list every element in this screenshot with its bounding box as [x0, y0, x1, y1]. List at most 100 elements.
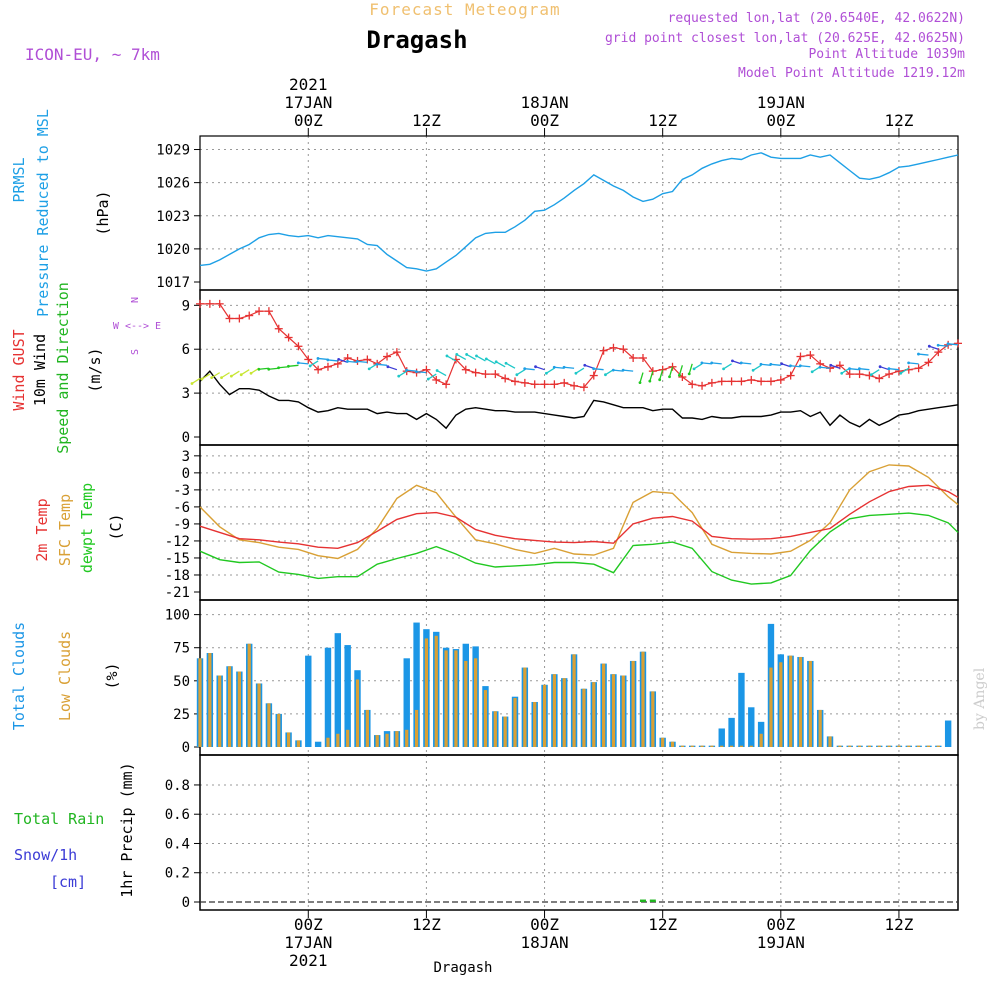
wind-direction-arrow — [830, 364, 841, 369]
wind-direction-arrow — [427, 373, 437, 380]
low-clouds-bar — [405, 729, 409, 747]
low-clouds-bar — [523, 667, 527, 747]
y-tick-label: 3 — [182, 449, 190, 465]
wind-direction-arrowhead — [277, 366, 280, 370]
x-tick-label-top: 00Z — [294, 111, 323, 130]
temp-2m-line — [199, 484, 959, 550]
wind-direction-arrowhead — [731, 359, 734, 363]
wind-direction-arrowhead — [692, 367, 696, 371]
wind-direction-arrow — [211, 372, 221, 379]
temp-2m-label: 2m Temp — [33, 498, 51, 561]
wind-direction-arrowhead — [848, 367, 851, 371]
x-tick-label-top: 12Z — [884, 111, 913, 130]
wind-direction-arrow — [900, 367, 910, 374]
sfc-temp-label: SFC Temp — [56, 494, 74, 566]
wind-direction-arrow — [406, 369, 417, 372]
rain-bar — [639, 899, 646, 902]
wind-direction-arrow — [495, 361, 506, 368]
wind-direction-arrowhead — [946, 342, 950, 346]
wind-direction-arrowhead — [574, 371, 578, 375]
surface-temp-line — [199, 464, 959, 560]
low-clouds-bar — [602, 663, 606, 747]
wind-direction-arrow — [546, 367, 555, 374]
model-altitude: Model Point Altitude 1219.12m — [738, 66, 965, 81]
y-tick-label: -18 — [165, 568, 190, 584]
low-clouds-bar — [503, 716, 507, 747]
model-label: ICON-EU, ~ 7km — [25, 45, 160, 64]
wind-direction-arrow — [613, 369, 624, 372]
wind-direction-arrow — [446, 355, 457, 362]
low-clouds-bar — [542, 684, 547, 747]
low-clouds-bar — [926, 745, 931, 747]
pressure-label: PRMSL — [10, 157, 28, 202]
low-clouds-bar — [454, 650, 458, 747]
low-clouds-bar — [513, 698, 517, 747]
wind-direction-arrow — [288, 364, 299, 367]
wind-direction-arrow — [398, 370, 408, 377]
wind-direction-arrowhead — [229, 374, 233, 378]
compass-label: W <--> E — [113, 321, 161, 332]
x-tick-label-bottom: 12Z — [648, 915, 677, 934]
wind-direction-arrow — [564, 366, 575, 369]
wind-direction-arrowhead — [544, 371, 548, 375]
low-clouds-bar — [867, 745, 872, 747]
wind-direction-arrowhead — [355, 359, 359, 363]
wind-direction-arrowhead — [789, 364, 792, 368]
snow-unit-label: [cm] — [50, 873, 86, 891]
low-clouds-bar — [720, 745, 724, 747]
wind-direction-arrowhead — [917, 352, 920, 356]
wind-direction-arrowhead — [583, 363, 587, 367]
low-clouds-bar — [680, 745, 684, 747]
wind-direction-arrowhead — [899, 371, 903, 375]
wind-direction-arrow — [221, 372, 230, 379]
wind-direction-arrow — [317, 357, 329, 361]
y-tick-label: 75 — [173, 641, 190, 657]
wind-direction-arrow — [888, 368, 899, 371]
low-clouds-bar — [267, 703, 271, 747]
low-clouds-bar — [237, 671, 241, 747]
top-year-label: 2021 — [289, 75, 328, 94]
low-clouds-bar — [296, 740, 301, 747]
wind-direction-arrowhead — [257, 367, 261, 371]
wind-direction-arrow — [486, 358, 496, 365]
low-clouds-bar — [808, 660, 812, 747]
total-clouds-bar — [334, 633, 342, 747]
wind-direction-arrowhead — [722, 367, 725, 371]
wind-direction-arrow — [879, 366, 890, 371]
wind-direction-arrowhead — [687, 372, 691, 376]
wind-direction-arrowhead — [604, 373, 607, 377]
wind-direction-arrowhead — [494, 360, 498, 364]
x-tick-label-bottom: 17JAN — [284, 933, 332, 952]
pressure-desc-label: Pressure Reduced to MSL — [34, 109, 52, 317]
wind-direction-arrowhead — [455, 353, 459, 356]
wind-direction-arrowhead — [426, 377, 430, 381]
point-altitude: Point Altitude 1039m — [808, 47, 965, 62]
wind-direction-arrow — [268, 367, 279, 370]
wind-direction-arrow — [554, 366, 565, 369]
low-clouds-bar — [936, 745, 940, 747]
y-tick-label: 9 — [182, 298, 190, 314]
wind-direction-arrow — [593, 368, 604, 371]
total-clouds-label: Total Clouds — [10, 622, 28, 730]
y-tick-label: 0.4 — [165, 836, 190, 852]
x-tick-label-top: 12Z — [412, 111, 441, 130]
low-clouds-bar — [887, 745, 891, 747]
gust-label: Wind GUST — [10, 329, 28, 410]
wind-direction-arrow — [201, 373, 211, 380]
low-clouds-bar — [395, 731, 399, 747]
y-tick-label: 0.6 — [165, 807, 190, 823]
wind-direction-arrowhead — [386, 365, 390, 369]
wind-direction-arrow — [535, 366, 545, 371]
low-clouds-bar — [552, 674, 556, 747]
low-clouds-bar — [493, 711, 497, 747]
wind-direction-arrow — [505, 362, 516, 369]
low-clouds-bar — [798, 656, 803, 747]
y-tick-label: 100 — [165, 608, 190, 624]
y-tick-label: 0 — [182, 740, 190, 756]
low-clouds-bar — [474, 658, 478, 747]
total-clouds-bar — [944, 720, 952, 747]
wind-direction-arrowhead — [751, 368, 755, 372]
low-clouds-bar — [621, 675, 625, 747]
wind-direction-arrow — [623, 369, 634, 372]
